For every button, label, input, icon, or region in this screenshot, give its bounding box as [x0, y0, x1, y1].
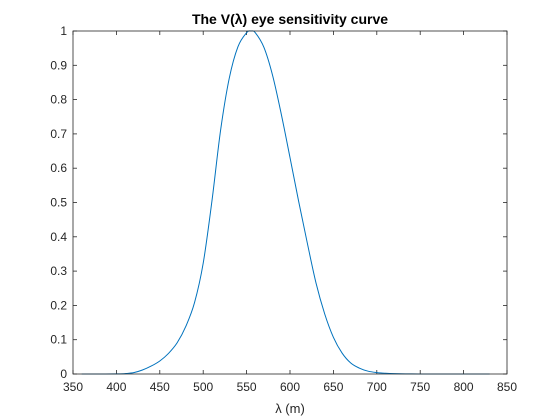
y-tick-label: 0.3	[50, 264, 67, 278]
x-tick-label: 450	[150, 380, 170, 394]
x-tick-label: 650	[323, 380, 343, 394]
y-tick-label: 0	[60, 367, 67, 381]
y-tick-label: 0.7	[50, 127, 67, 141]
x-tick-label: 850	[497, 380, 517, 394]
y-tick-label: 0.4	[50, 230, 67, 244]
x-tick-label: 750	[410, 380, 430, 394]
y-axis-ticks: 0 0.1 0.2 0.3 0.4 0.5 0.6 0.7 0.8 0.9 1	[50, 24, 507, 381]
series-line	[81, 30, 490, 375]
plot-area-frame	[72, 30, 508, 375]
x-tick-label: 550	[237, 380, 257, 394]
x-tick-label: 700	[367, 380, 387, 394]
y-tick-label: 0.5	[50, 196, 67, 210]
y-tick-label: 0.2	[50, 298, 67, 312]
y-tick-label: 0.6	[50, 161, 67, 175]
y-tick-label: 1	[60, 24, 67, 38]
x-tick-label: 800	[454, 380, 474, 394]
x-tick-label: 500	[193, 380, 213, 394]
x-tick-label: 350	[63, 380, 83, 394]
chart-title: The V(λ) eye sensitivity curve	[192, 11, 388, 27]
x-tick-label: 600	[280, 380, 300, 394]
y-tick-label: 0.9	[50, 58, 67, 72]
series-layer	[81, 30, 490, 375]
y-tick-label: 0.8	[50, 93, 67, 107]
x-axis-label: λ (m)	[275, 401, 305, 416]
x-axis-ticks: 350 400 450 500 550 600 650 700 750 800 850	[63, 31, 517, 394]
plot-area-background	[73, 31, 507, 374]
y-tick-label: 0.1	[50, 333, 67, 347]
x-tick-label: 400	[106, 380, 126, 394]
